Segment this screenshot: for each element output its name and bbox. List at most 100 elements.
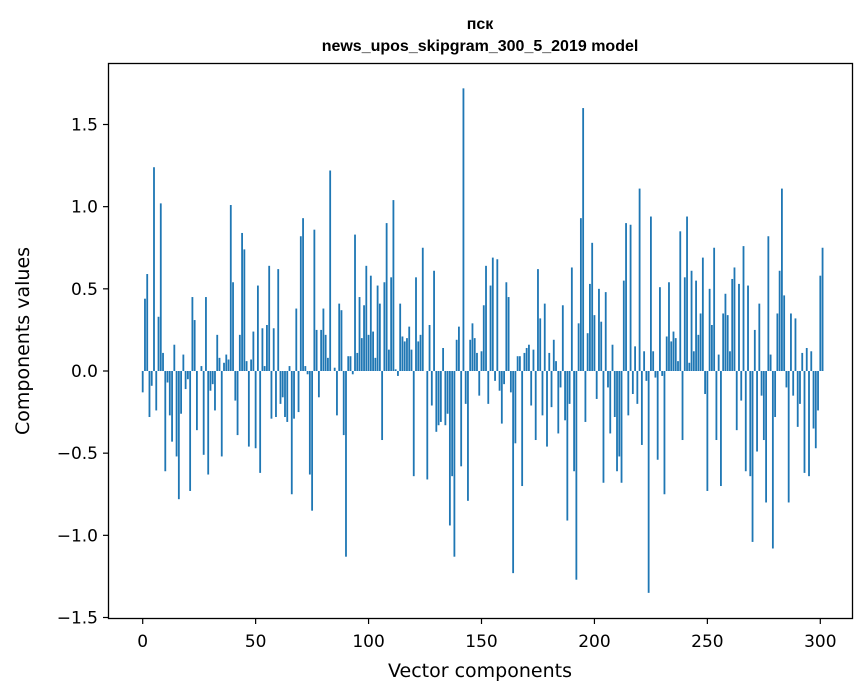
y-tick-label-0: −1.5 bbox=[57, 609, 98, 629]
bar-179 bbox=[546, 371, 548, 447]
bar-94 bbox=[354, 234, 356, 371]
bar-46 bbox=[245, 361, 248, 371]
x-axis-label: Vector components bbox=[388, 660, 572, 682]
bar-129 bbox=[433, 270, 435, 371]
bar-156 bbox=[494, 371, 496, 381]
bar-164 bbox=[512, 371, 515, 574]
bar-243 bbox=[690, 270, 693, 371]
bar-231 bbox=[663, 371, 666, 495]
bar-260 bbox=[729, 351, 731, 371]
bar-69 bbox=[297, 371, 300, 413]
x-tick-label-0: 0 bbox=[137, 632, 148, 652]
plot-frame bbox=[107, 62, 854, 620]
bar-152 bbox=[485, 265, 487, 371]
bar-8 bbox=[159, 203, 162, 371]
bar-184 bbox=[557, 371, 560, 434]
bar-63 bbox=[284, 371, 286, 418]
bar-239 bbox=[681, 371, 684, 441]
bar-44 bbox=[241, 232, 243, 371]
bar-299 bbox=[817, 371, 819, 411]
bar-185 bbox=[559, 371, 562, 388]
bar-83 bbox=[329, 170, 332, 371]
bar-71 bbox=[302, 218, 304, 371]
bar-136 bbox=[448, 371, 451, 526]
bar-81 bbox=[324, 334, 327, 371]
bar-233 bbox=[668, 282, 670, 371]
bar-30 bbox=[209, 371, 212, 391]
bar-104 bbox=[376, 285, 379, 371]
bar-95 bbox=[356, 352, 359, 371]
bar-70 bbox=[299, 236, 302, 371]
bar-261 bbox=[731, 278, 734, 371]
bar-11 bbox=[166, 371, 169, 383]
bar-27 bbox=[202, 371, 205, 455]
bar-228 bbox=[656, 371, 659, 460]
bar-37 bbox=[225, 354, 228, 371]
bar-9 bbox=[162, 352, 164, 371]
bar-271 bbox=[753, 329, 756, 371]
bar-114 bbox=[399, 303, 402, 371]
bar-12 bbox=[168, 371, 171, 416]
bar-210 bbox=[616, 371, 618, 472]
bar-205 bbox=[604, 292, 607, 371]
bar-285 bbox=[785, 371, 788, 388]
bar-203 bbox=[600, 321, 603, 371]
bar-256 bbox=[720, 371, 722, 487]
bar-219 bbox=[636, 371, 639, 404]
bar-287 bbox=[790, 313, 792, 371]
bar-154 bbox=[489, 285, 492, 371]
bar-1 bbox=[144, 298, 146, 371]
bar-265 bbox=[740, 371, 743, 401]
bar-226 bbox=[652, 351, 655, 371]
bar-266 bbox=[742, 246, 745, 371]
bar-166 bbox=[516, 356, 519, 371]
bar-153 bbox=[487, 371, 490, 404]
bar-147 bbox=[473, 338, 476, 371]
bar-98 bbox=[363, 305, 365, 371]
bar-288 bbox=[792, 371, 795, 396]
bar-54 bbox=[263, 366, 266, 371]
bar-245 bbox=[695, 280, 697, 371]
bar-192 bbox=[575, 371, 578, 580]
bar-291 bbox=[799, 371, 801, 404]
bar-217 bbox=[631, 371, 634, 395]
bar-224 bbox=[647, 371, 650, 593]
bar-21 bbox=[189, 371, 192, 491]
y-tick-label-6: 1.5 bbox=[71, 116, 98, 136]
bar-140 bbox=[458, 326, 460, 371]
bar-258 bbox=[724, 293, 727, 371]
bar-78 bbox=[317, 371, 320, 398]
bar-196 bbox=[584, 371, 587, 422]
bar-273 bbox=[758, 303, 761, 371]
bar-165 bbox=[514, 371, 517, 444]
bar-168 bbox=[521, 371, 524, 487]
bar-215 bbox=[627, 371, 630, 416]
bar-132 bbox=[439, 371, 442, 422]
bar-298 bbox=[814, 371, 817, 449]
bar-207 bbox=[609, 371, 612, 434]
bar-31 bbox=[211, 371, 214, 385]
bar-284 bbox=[783, 295, 786, 371]
bar-series bbox=[141, 88, 824, 593]
bar-130 bbox=[435, 371, 438, 432]
bar-49 bbox=[252, 331, 255, 371]
bar-142 bbox=[462, 88, 465, 371]
bar-35 bbox=[220, 371, 223, 457]
bar-15 bbox=[175, 371, 178, 457]
bar-270 bbox=[751, 371, 754, 542]
bar-22 bbox=[191, 297, 194, 371]
bar-171 bbox=[528, 344, 530, 371]
bar-234 bbox=[670, 341, 673, 371]
bar-281 bbox=[776, 313, 779, 371]
bar-204 bbox=[602, 371, 605, 483]
bar-282 bbox=[778, 270, 781, 371]
bar-57 bbox=[270, 371, 273, 419]
bar-53 bbox=[261, 328, 264, 371]
bar-103 bbox=[374, 357, 377, 371]
bar-60 bbox=[277, 269, 280, 371]
bar-257 bbox=[722, 313, 725, 371]
bar-248 bbox=[701, 257, 704, 371]
bar-276 bbox=[765, 371, 767, 503]
y-tick-label-5: 1.0 bbox=[71, 198, 98, 218]
bar-75 bbox=[311, 371, 314, 511]
